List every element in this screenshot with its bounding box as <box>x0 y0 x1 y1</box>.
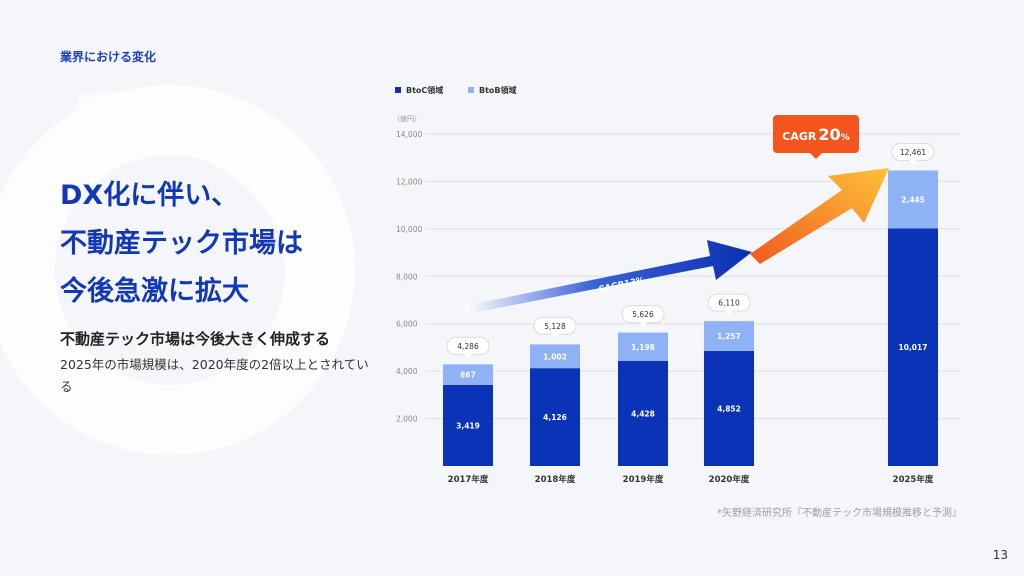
bar-btoc <box>704 350 754 466</box>
data-label-btoc: 4,126 <box>543 413 567 422</box>
cagr20-arrow-shape <box>750 168 889 264</box>
total-label-pointer <box>725 310 733 316</box>
total-label-pointer <box>551 333 559 339</box>
bar-btoc <box>443 384 493 466</box>
headline-line-1: DX化に伴い、 <box>60 180 239 211</box>
data-label-btoc: 3,419 <box>456 421 480 430</box>
cagr20-badge-pointer <box>810 153 822 159</box>
y-tick-label: 14,000 <box>396 130 422 139</box>
source-footnote: *矢野経済研究所『不動産テック市場規模推移と予測』 <box>717 508 962 519</box>
sub-heading: 不動産テック市場は今後大きく伸成する <box>60 330 331 348</box>
y-tick-label: 4,000 <box>396 367 418 376</box>
cagr13-arrow-shape <box>464 240 752 314</box>
cagr20-arrow <box>750 168 889 264</box>
total-label: 4,286 <box>457 342 479 351</box>
chart-legend: BtoC領域 BtoB領域 <box>395 85 517 95</box>
data-label-btob: 1,002 <box>543 352 567 361</box>
y-axis-unit-label: （億円） <box>393 114 421 123</box>
data-label-btoc: 4,428 <box>631 409 655 418</box>
x-tick-label: 2019年度 <box>623 474 664 485</box>
total-label: 6,110 <box>718 299 740 308</box>
total-label: 12,461 <box>900 148 926 157</box>
bar-btoc <box>530 368 580 466</box>
cagr20-value: 20 <box>818 125 840 144</box>
data-label-btob: 867 <box>460 371 476 380</box>
body-text: 2025年の市場規模は、2020年度の2倍以上とされている <box>60 357 369 394</box>
data-label-btob: 1,257 <box>717 332 741 341</box>
value-labels: 3,419 867 4,286 4,126 1,002 5,128 4,428 1,198 5,… <box>446 142 935 430</box>
legend-swatch-btoc <box>395 87 401 93</box>
page-number: 13 <box>992 548 1008 562</box>
y-tick-label: 6,000 <box>396 320 418 329</box>
headline-line-2: 不動産テック市場は <box>60 228 303 259</box>
cagr20-badge: CAGR 20% <box>773 115 859 159</box>
headline-line-3: 今後急激に拡大 <box>60 276 249 307</box>
x-tick-label: 2017年度 <box>448 474 489 485</box>
y-tick-label: 2,000 <box>396 415 418 424</box>
y-axis-tick-labels: 2,000 4,000 6,000 8,000 10,000 12,000 14,000 <box>396 130 422 424</box>
data-label-btoc: 10,017 <box>899 343 928 352</box>
total-label: 5,626 <box>632 310 654 319</box>
cagr20-prefix: CAGR <box>782 130 817 143</box>
x-tick-label: 2025年度 <box>893 474 934 485</box>
total-label-pointer <box>464 353 472 359</box>
market-size-chart: BtoC領域 BtoB領域 （億円） 2,000 4,000 6,000 8,000 1… <box>393 85 960 485</box>
cagr20-badge-box <box>773 115 859 153</box>
legend-label-btob: BtoB領域 <box>479 85 517 95</box>
x-tick-label: 2020年度 <box>709 474 750 485</box>
bar-series <box>443 170 938 466</box>
data-label-btoc: 4,852 <box>717 404 741 413</box>
data-label-btob: 1,198 <box>631 343 655 352</box>
bar-btob <box>888 170 938 229</box>
y-axis-gridlines <box>426 133 960 420</box>
bar-btob <box>443 364 493 385</box>
legend-label-btoc: BtoC領域 <box>406 85 443 95</box>
total-label-pointer <box>639 322 647 327</box>
total-label: 5,128 <box>544 322 566 331</box>
section-label: 業界における変化 <box>60 50 157 64</box>
bar-btoc <box>618 360 668 466</box>
x-axis-tick-labels: 2017年度 2018年度 2019年度 2020年度 2025年度 <box>448 474 934 485</box>
y-tick-label: 10,000 <box>396 225 422 234</box>
x-tick-label: 2018年度 <box>535 474 576 485</box>
legend-swatch-btob <box>468 87 474 93</box>
bar-btob <box>530 344 580 369</box>
cagr20-badge-text: CAGR 20% <box>782 125 849 144</box>
y-tick-label: 12,000 <box>396 177 422 186</box>
cagr20-suffix: % <box>841 133 850 143</box>
bar-btob <box>618 332 668 361</box>
total-label-pointer <box>909 159 917 165</box>
bar-btob <box>704 321 754 351</box>
background-ring-decoration <box>0 85 355 455</box>
y-tick-label: 8,000 <box>396 272 418 281</box>
bar-btoc <box>888 228 938 466</box>
data-label-btob: 2,445 <box>901 195 925 204</box>
headline: DX化に伴い、 不動産テック市場は 今後急激に拡大 <box>60 172 390 316</box>
